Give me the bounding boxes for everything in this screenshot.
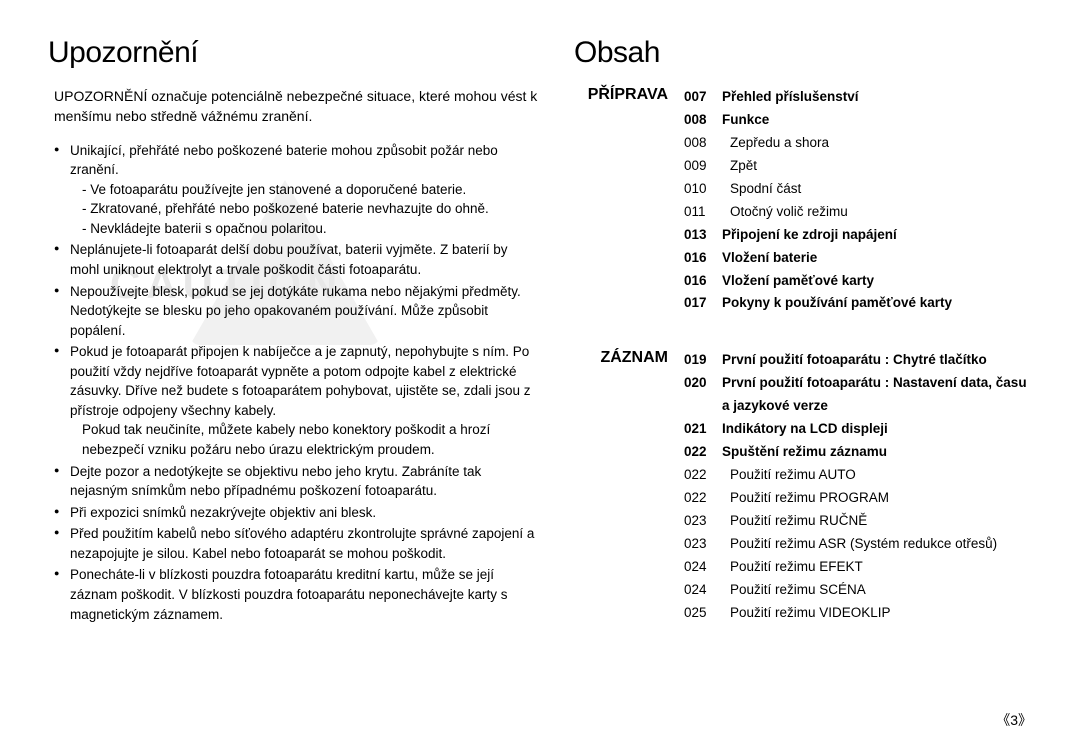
toc-page-number: 020 <box>684 372 722 418</box>
toc-entry-text: Zpět <box>722 155 1032 178</box>
right-heading: Obsah <box>574 36 1032 70</box>
warning-bullet-subline: - Nevkládejte baterii s opačnou polarito… <box>70 219 538 239</box>
toc-entry-text: Vložení paměťové karty <box>722 270 1032 293</box>
toc-entry-text: Vložení baterie <box>722 247 1032 270</box>
toc-entry-text: Pokyny k používání paměťové karty <box>722 292 1032 315</box>
right-column: Obsah PŘÍPRAVA007Přehled příslušenství00… <box>574 36 1032 659</box>
warning-bullet: Nepoužívejte blesk, pokud se jej dotýkát… <box>54 282 538 341</box>
toc-page-number: 016 <box>684 270 722 293</box>
toc-row: 025Použití režimu VIDEOKLIP <box>684 602 1032 625</box>
toc-row: 024Použití režimu SCÉNA <box>684 579 1032 602</box>
warning-bullet-subline: Pokud tak neučiníte, můžete kabely nebo … <box>70 420 538 459</box>
toc-entry-text: Spodní část <box>722 178 1032 201</box>
toc-section-label: ZÁZNAM <box>574 349 684 624</box>
page: CAUTION Upozornění UPOZORNĚNÍ označuje p… <box>0 0 1080 746</box>
toc-entry-text: Přehled příslušenství <box>722 86 1032 109</box>
warning-bullet-subline: - Ve fotoaparátu používejte jen stanoven… <box>70 180 538 200</box>
toc-row: 011Otočný volič režimu <box>684 201 1032 224</box>
toc-entry-text: Indikátory na LCD displeji <box>722 418 1032 441</box>
toc-section: PŘÍPRAVA007Přehled příslušenství008Funkc… <box>574 86 1032 315</box>
left-column: Upozornění UPOZORNĚNÍ označuje potenciál… <box>48 36 538 659</box>
toc-page-number: 010 <box>684 178 722 201</box>
toc-row: 024Použití režimu EFEKT <box>684 556 1032 579</box>
toc-entry-text: Použití režimu EFEKT <box>722 556 1032 579</box>
toc-entry-text: Otočný volič režimu <box>722 201 1032 224</box>
toc-page-number: 022 <box>684 487 722 510</box>
warning-bullet: Neplánujete-li fotoaparát delší dobu pou… <box>54 240 538 279</box>
toc-page-number: 023 <box>684 510 722 533</box>
toc-page-number: 019 <box>684 349 722 372</box>
toc-entry-text: Použití režimu AUTO <box>722 464 1032 487</box>
toc-row: 021Indikátory na LCD displeji <box>684 418 1032 441</box>
warning-bullet: Před použitím kabelů nebo síťového adapt… <box>54 524 538 563</box>
toc-page-number: 024 <box>684 556 722 579</box>
toc-section-label: PŘÍPRAVA <box>574 86 684 315</box>
toc-container: PŘÍPRAVA007Přehled příslušenství008Funkc… <box>574 86 1032 625</box>
toc-entry-text: Použití režimu VIDEOKLIP <box>722 602 1032 625</box>
toc-list: 007Přehled příslušenství008Funkce008Zepř… <box>684 86 1032 315</box>
toc-row: 022Použití režimu AUTO <box>684 464 1032 487</box>
toc-section: ZÁZNAM019První použití fotoaparátu : Chy… <box>574 349 1032 624</box>
warning-bullet: Při expozici snímků nezakrývejte objekti… <box>54 503 538 523</box>
left-heading: Upozornění <box>48 36 538 70</box>
toc-page-number: 017 <box>684 292 722 315</box>
toc-entry-text: Použití režimu PROGRAM <box>722 487 1032 510</box>
warning-bullet: Pokud je fotoaparát připojen k nabíječce… <box>54 342 538 459</box>
left-intro-paragraph: UPOZORNĚNÍ označuje potenciálně nebezpeč… <box>48 86 538 127</box>
toc-page-number: 022 <box>684 441 722 464</box>
toc-row: 016Vložení baterie <box>684 247 1032 270</box>
toc-row: 023Použití režimu ASR (Systém redukce ot… <box>684 533 1032 556</box>
toc-entry-text: První použití fotoaparátu : Nastavení da… <box>722 372 1032 418</box>
toc-entry-text: Spuštění režimu záznamu <box>722 441 1032 464</box>
toc-row: 022Spuštění režimu záznamu <box>684 441 1032 464</box>
toc-page-number: 007 <box>684 86 722 109</box>
toc-page-number: 008 <box>684 132 722 155</box>
two-column-layout: Upozornění UPOZORNĚNÍ označuje potenciál… <box>48 36 1032 659</box>
warning-bullet-subline: - Zkratované, přehřáté nebo poškozené ba… <box>70 199 538 219</box>
toc-page-number: 011 <box>684 201 722 224</box>
warning-bullet: Unikající, přehřáté nebo poškozené bater… <box>54 141 538 239</box>
toc-page-number: 022 <box>684 464 722 487</box>
page-number: 《3》 <box>996 710 1032 730</box>
toc-page-number: 021 <box>684 418 722 441</box>
toc-entry-text: Zepředu a shora <box>722 132 1032 155</box>
toc-entry-text: První použití fotoaparátu : Chytré tlačí… <box>722 349 1032 372</box>
toc-entry-text: Funkce <box>722 109 1032 132</box>
toc-entry-text: Připojení ke zdroji napájení <box>722 224 1032 247</box>
toc-row: 017Pokyny k používání paměťové karty <box>684 292 1032 315</box>
toc-row: 013Připojení ke zdroji napájení <box>684 224 1032 247</box>
toc-row: 008Zepředu a shora <box>684 132 1032 155</box>
toc-page-number: 009 <box>684 155 722 178</box>
toc-row: 022Použití režimu PROGRAM <box>684 487 1032 510</box>
warning-bullet-list: Unikající, přehřáté nebo poškozené bater… <box>48 141 538 625</box>
toc-row: 023Použití režimu RUČNĚ <box>684 510 1032 533</box>
toc-page-number: 016 <box>684 247 722 270</box>
toc-row: 009Zpět <box>684 155 1032 178</box>
toc-page-number: 008 <box>684 109 722 132</box>
toc-page-number: 013 <box>684 224 722 247</box>
toc-row: 019První použití fotoaparátu : Chytré tl… <box>684 349 1032 372</box>
toc-list: 019První použití fotoaparátu : Chytré tl… <box>684 349 1032 624</box>
warning-bullet: Ponecháte-li v blízkosti pouzdra fotoapa… <box>54 565 538 624</box>
toc-row: 007Přehled příslušenství <box>684 86 1032 109</box>
toc-row: 008Funkce <box>684 109 1032 132</box>
toc-entry-text: Použití režimu ASR (Systém redukce otřes… <box>722 533 1032 556</box>
warning-bullet: Dejte pozor a nedotýkejte se objektivu n… <box>54 462 538 501</box>
toc-page-number: 024 <box>684 579 722 602</box>
toc-row: 020První použití fotoaparátu : Nastavení… <box>684 372 1032 418</box>
toc-page-number: 023 <box>684 533 722 556</box>
toc-row: 016Vložení paměťové karty <box>684 270 1032 293</box>
toc-row: 010Spodní část <box>684 178 1032 201</box>
toc-page-number: 025 <box>684 602 722 625</box>
toc-entry-text: Použití režimu SCÉNA <box>722 579 1032 602</box>
toc-entry-text: Použití režimu RUČNĚ <box>722 510 1032 533</box>
